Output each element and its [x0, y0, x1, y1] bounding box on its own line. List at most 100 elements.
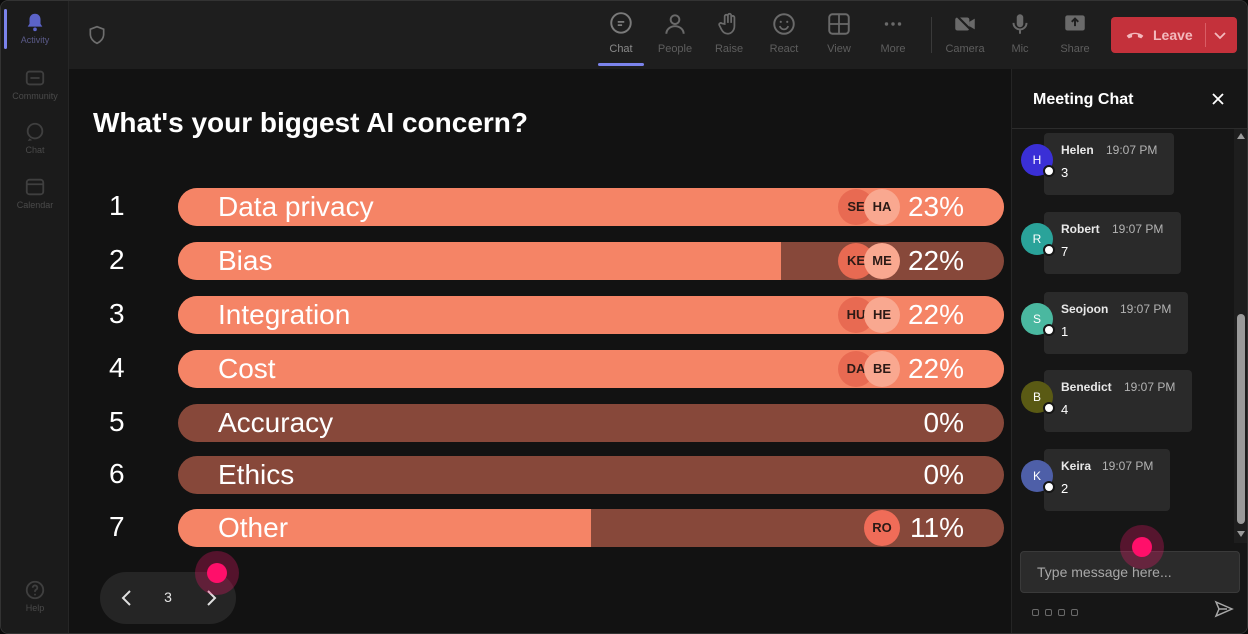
poll-option-label: Accuracy	[218, 407, 334, 438]
poll-option-fill	[178, 242, 781, 280]
phone-hangup-icon	[1126, 32, 1144, 39]
poll-option-percent: 22%	[907, 299, 964, 330]
message-sender: Keira	[1061, 459, 1092, 473]
leave-button[interactable]: Leave	[1111, 17, 1237, 53]
leave-divider	[1205, 23, 1206, 47]
chat-message: Benedict 19:07 PM 4 B	[1012, 366, 1234, 432]
message-time: 19:07 PM	[1106, 143, 1158, 157]
message-input[interactable]	[1020, 551, 1240, 593]
raise-button-label: Raise	[714, 43, 744, 55]
people-button[interactable]: People	[649, 11, 701, 61]
poll-option-percent: 22%	[907, 353, 964, 384]
voter-avatar: ME	[864, 243, 900, 279]
chat-message: Helen 19:07 PM 3 H	[1012, 129, 1234, 195]
message-bubble: Keira 19:07 PM 2	[1044, 449, 1170, 511]
option-number: 3	[109, 298, 125, 329]
grid-icon	[828, 13, 850, 35]
poll-option-label: Data privacy	[218, 191, 374, 222]
chevron-left-icon[interactable]	[116, 587, 138, 609]
share-screen-icon	[1065, 15, 1085, 31]
message-sender: Benedict	[1061, 380, 1112, 394]
message-time: 19:07 PM	[1124, 380, 1176, 394]
rail-item-help[interactable]: Help	[1, 579, 69, 629]
rail-item-label: Community	[12, 91, 58, 101]
chevron-right-icon[interactable]	[200, 587, 222, 609]
help-icon	[25, 580, 45, 600]
more-button[interactable]: More	[867, 11, 919, 61]
emoji-icon[interactable]	[1058, 609, 1065, 616]
leave-button-label: Leave	[1153, 27, 1193, 43]
message-body: 7	[1061, 244, 1069, 259]
close-icon[interactable]	[1210, 91, 1226, 107]
mic-button[interactable]: Mic	[994, 11, 1046, 61]
camera-button[interactable]: Camera	[939, 11, 991, 61]
chat-scrollbar[interactable]	[1234, 129, 1247, 543]
camera-off-icon	[954, 13, 976, 35]
message-body: 4	[1061, 402, 1069, 417]
message-sender: Seojoon	[1061, 302, 1109, 316]
poll-option-bar: Other RO 11%	[178, 509, 1004, 547]
presence-status	[1043, 165, 1055, 177]
rail-item-activity[interactable]: Activity	[1, 11, 69, 61]
attach-icon[interactable]	[1045, 609, 1052, 616]
poll-option-label: Bias	[218, 245, 273, 276]
send-icon[interactable]	[1214, 599, 1234, 619]
view-button[interactable]: View	[813, 11, 865, 61]
rail-item-chat[interactable]: Chat	[1, 121, 69, 171]
chat-button-label: Chat	[609, 43, 633, 55]
scroll-up-icon[interactable]	[1237, 133, 1245, 139]
poll-option-fill	[178, 509, 591, 547]
react-button[interactable]: React	[758, 11, 810, 61]
chat-message: Robert 19:07 PM 7 R	[1012, 208, 1234, 274]
rail-item-calendar[interactable]: Calendar	[1, 176, 69, 226]
scroll-thumb[interactable]	[1237, 314, 1245, 524]
poll-option-bar: Accuracy 0%	[178, 404, 1004, 442]
rail-item-label: Chat	[25, 145, 45, 155]
scroll-down-icon[interactable]	[1237, 531, 1245, 537]
message-body: 2	[1061, 481, 1069, 496]
view-button-label: View	[827, 43, 851, 55]
share-button[interactable]: Share	[1049, 11, 1101, 61]
poll-option-percent: 0%	[923, 459, 964, 490]
presence-status	[1043, 324, 1055, 336]
meeting-toolbar: Chat People Raise React View More Camera	[69, 1, 1247, 69]
chat-button[interactable]: Chat	[595, 11, 647, 61]
gif-icon[interactable]	[1071, 609, 1078, 616]
chat-message: Keira 19:07 PM 2 K	[1012, 445, 1234, 511]
cursor-highlight	[195, 551, 239, 595]
message-bubble: Robert 19:07 PM 7	[1044, 212, 1181, 274]
calendar-icon	[25, 178, 45, 196]
voter-avatar: HA	[864, 189, 900, 225]
message-time: 19:07 PM	[1120, 302, 1172, 316]
rail-item-community[interactable]: Community	[1, 67, 69, 117]
chevron-down-icon[interactable]	[1213, 29, 1227, 41]
pagination: 3	[100, 572, 236, 624]
ellipsis-icon	[884, 22, 902, 26]
rail-item-label: Calendar	[16, 200, 54, 210]
chat-active-indicator	[598, 63, 644, 66]
message-bubble: Helen 19:07 PM 3	[1044, 133, 1174, 195]
microphone-icon	[1012, 14, 1028, 34]
message-time: 19:07 PM	[1102, 459, 1154, 473]
rail-active-indicator	[4, 9, 7, 49]
message-time: 19:07 PM	[1112, 222, 1164, 236]
format-toolbar	[1032, 603, 1084, 616]
option-number: 4	[109, 352, 125, 383]
message-sender: Robert	[1061, 222, 1100, 236]
option-number: 2	[109, 244, 125, 275]
smiley-icon	[773, 13, 795, 35]
share-button-label: Share	[1060, 43, 1090, 55]
toolbar-divider	[931, 17, 932, 53]
chat-message: Seojoon 19:07 PM 1 S	[1012, 288, 1234, 354]
more-button-label: More	[880, 43, 906, 55]
chat-title: Meeting Chat	[1033, 91, 1134, 108]
option-number: 7	[109, 511, 125, 542]
raise-hand-button[interactable]: Raise	[703, 11, 755, 61]
voter-avatar: BE	[864, 351, 900, 387]
poll-option-bar: Integration HU HE 22%	[178, 296, 1004, 334]
poll-results: What's your biggest AI concern? 1 Data pr…	[69, 69, 1011, 633]
hand-icon	[718, 12, 736, 35]
bell-icon	[27, 13, 43, 32]
format-icon[interactable]	[1032, 609, 1039, 616]
